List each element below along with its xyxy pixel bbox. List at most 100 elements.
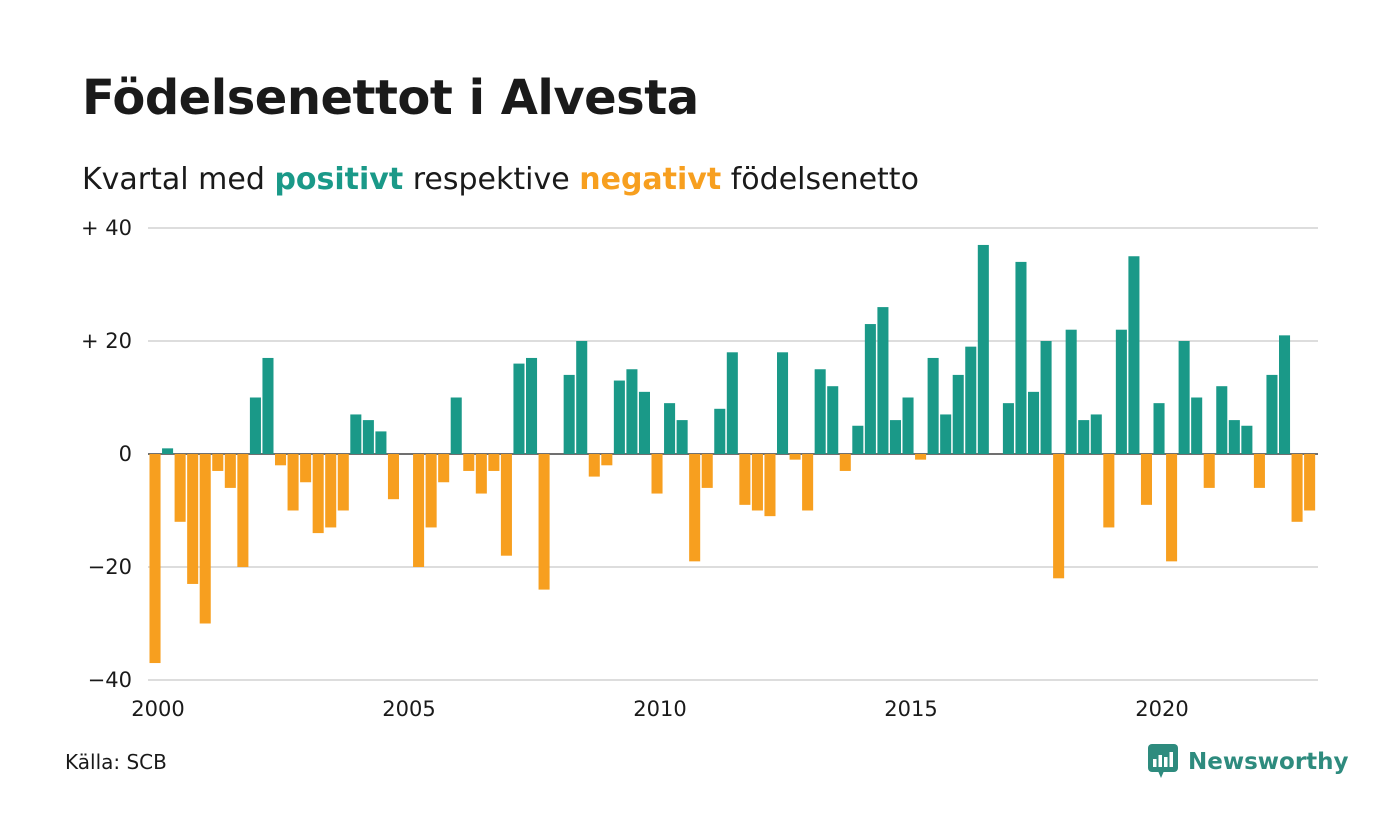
subtitle-prefix: Kvartal med (82, 162, 265, 197)
bar-negative (300, 454, 312, 483)
bar-negative (149, 454, 161, 664)
newsworthy-logo-icon (1148, 744, 1178, 778)
bar-positive (1178, 341, 1190, 454)
bar-negative (701, 454, 713, 488)
bar-negative (739, 454, 751, 505)
bar-positive (676, 420, 688, 454)
page-title: Födelsenettot i Alvesta (82, 70, 699, 126)
y-tick-label: + 20 (81, 329, 132, 353)
bar-negative (224, 454, 236, 488)
bar-positive (1241, 425, 1253, 454)
bar-positive (1015, 261, 1027, 454)
bar-negative (538, 454, 550, 590)
subtitle-middle: respektive (412, 162, 570, 197)
bar-positive (638, 391, 650, 454)
bar-negative (438, 454, 450, 483)
bar-positive (450, 397, 462, 454)
x-tick-label: 2010 (633, 697, 686, 721)
bar-negative (413, 454, 425, 567)
bar-positive (375, 431, 387, 454)
bar-negative (915, 454, 927, 460)
subtitle-positive-word: positivt (274, 162, 404, 197)
subtitle-negative-word: negativt (579, 162, 722, 197)
x-tick-label: 2015 (884, 697, 937, 721)
bar-positive (1279, 335, 1291, 454)
bar-positive (613, 380, 625, 454)
bar-positive (1128, 256, 1140, 454)
bar-positive (864, 324, 876, 454)
bar-positive (162, 448, 174, 454)
source-note: Källa: SCB (65, 750, 167, 774)
bar-negative (1166, 454, 1178, 562)
bar-positive (1002, 403, 1014, 454)
bar-negative (789, 454, 801, 460)
bar-positive (1028, 391, 1040, 454)
bar-positive (563, 374, 575, 454)
bar-negative (1253, 454, 1265, 488)
bar-negative (1140, 454, 1152, 505)
bar-negative (212, 454, 224, 471)
bar-positive (262, 357, 274, 454)
bar-positive (777, 352, 789, 454)
bar-negative (312, 454, 324, 534)
y-tick-label: −40 (88, 668, 132, 692)
bar-positive (626, 369, 638, 454)
bar-positive (1191, 397, 1203, 454)
bar-positive (1115, 329, 1127, 454)
x-tick-label: 2020 (1135, 697, 1188, 721)
y-tick-label: −20 (88, 555, 132, 579)
bar-positive (952, 374, 964, 454)
bar-positive (576, 341, 588, 454)
bar-positive (1040, 341, 1052, 454)
bar-positive (940, 414, 952, 454)
bar-negative (1053, 454, 1065, 579)
bar-negative (337, 454, 349, 511)
bar-positive (827, 386, 839, 454)
bar-negative (802, 454, 814, 511)
bar-negative (500, 454, 512, 556)
bar-positive (1266, 374, 1278, 454)
bar-positive (249, 397, 261, 454)
bar-positive (1090, 414, 1102, 454)
x-tick-label: 2005 (382, 697, 435, 721)
bar-positive (513, 363, 525, 454)
y-tick-label: + 40 (81, 216, 132, 240)
bar-negative (689, 454, 701, 562)
bar-positive (1228, 420, 1240, 454)
bar-positive (1078, 420, 1090, 454)
bar-negative (1304, 454, 1316, 511)
bar-positive (362, 420, 374, 454)
chart-subtitle: Kvartal med positivt respektive negativt… (82, 162, 919, 197)
bar-negative (174, 454, 186, 522)
bar-negative (751, 454, 763, 511)
bar-negative (425, 454, 437, 528)
bar-negative (187, 454, 199, 584)
brand-name: Newsworthy (1188, 749, 1349, 775)
bar-positive (714, 408, 726, 454)
x-tick-label: 2000 (131, 697, 184, 721)
bar-positive (965, 346, 977, 454)
bar-positive (350, 414, 362, 454)
bar-positive (526, 357, 538, 454)
bar-positive (927, 357, 939, 454)
bar-negative (387, 454, 399, 500)
bar-negative (488, 454, 500, 471)
bar-negative (463, 454, 475, 471)
subtitle-suffix: födelsenetto (730, 162, 919, 197)
bar-negative (601, 454, 613, 466)
bar-positive (902, 397, 914, 454)
bar-negative (588, 454, 600, 477)
bar-positive (1153, 403, 1165, 454)
bar-positive (814, 369, 826, 454)
bar-negative (651, 454, 663, 494)
bar-negative (287, 454, 299, 511)
bar-positive (877, 307, 889, 454)
bar-negative (325, 454, 337, 528)
bar-positive (889, 420, 901, 454)
bar-negative (199, 454, 211, 624)
bar-positive (977, 244, 989, 454)
brand-logo: Newsworthy (1148, 744, 1349, 780)
bar-negative (275, 454, 287, 466)
y-tick-label: 0 (119, 442, 132, 466)
